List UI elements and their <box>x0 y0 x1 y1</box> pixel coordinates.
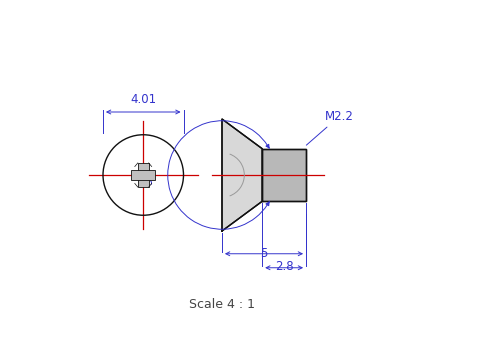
Polygon shape <box>138 163 148 187</box>
Text: Scale 4 : 1: Scale 4 : 1 <box>189 298 255 311</box>
Text: 4.01: 4.01 <box>130 93 156 106</box>
Polygon shape <box>262 149 306 201</box>
Text: M2.2: M2.2 <box>306 110 354 145</box>
Polygon shape <box>222 119 262 231</box>
Text: 5: 5 <box>260 247 268 260</box>
Polygon shape <box>131 169 156 181</box>
Text: 2.8: 2.8 <box>275 260 293 273</box>
Text: 90°: 90° <box>142 164 156 186</box>
